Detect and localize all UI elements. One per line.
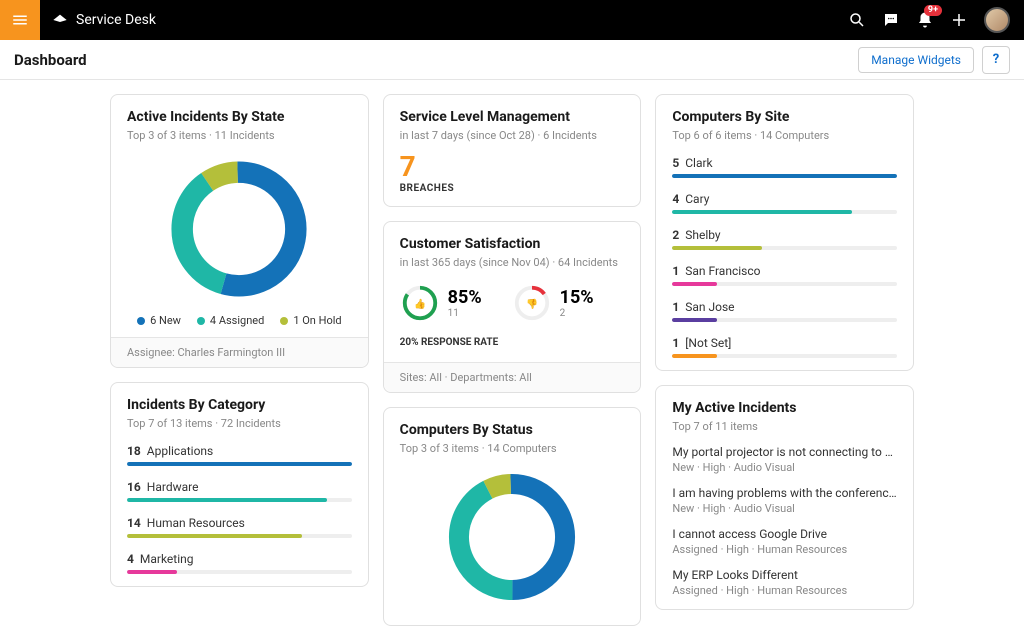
card-subtitle: Top 3 of 3 items · 11 Incidents — [127, 129, 352, 142]
bar-row[interactable]: 1San Jose — [672, 300, 897, 322]
bar-row[interactable]: 14Human Resources — [127, 516, 352, 538]
card-title: Customer Satisfaction — [400, 236, 625, 252]
legend-item: 4 Assigned — [197, 314, 264, 327]
csat-down-pct: 15% — [560, 287, 594, 308]
card-subtitle: Top 6 of 6 items · 14 Computers — [672, 129, 897, 142]
card-title: Computers By Status — [400, 422, 625, 438]
card-title: My Active Incidents — [672, 400, 897, 416]
avatar[interactable] — [984, 7, 1010, 33]
card-footer: Assignee: Charles Farmington III — [111, 337, 368, 367]
legend: 6 New 4 Assigned 1 On Hold — [127, 310, 352, 327]
chat-button[interactable] — [882, 11, 900, 29]
csat-up-pct: 85% — [448, 287, 482, 308]
legend-item: 1 On Hold — [280, 314, 341, 327]
add-button[interactable] — [950, 11, 968, 29]
column-3: Computers By Site Top 6 of 6 items · 14 … — [655, 94, 914, 640]
menu-button[interactable] — [0, 0, 40, 40]
chat-icon — [882, 11, 900, 29]
csat-negative: 👎 15% 2 — [512, 283, 594, 323]
svg-text:👍: 👍 — [414, 298, 426, 310]
page-title: Dashboard — [14, 51, 87, 69]
card-title: Active Incidents By State — [127, 109, 352, 125]
manage-widgets-button[interactable]: Manage Widgets — [858, 47, 974, 73]
bar-row[interactable]: 18Applications — [127, 444, 352, 466]
donut-chart-computers — [442, 467, 582, 607]
csat-rate: 20% RESPONSE RATE — [400, 331, 625, 352]
notifications-button[interactable]: 9+ — [916, 11, 934, 29]
bar-row[interactable]: 1San Francisco — [672, 264, 897, 286]
card-my-active-incidents: My Active Incidents Top 7 of 11 items My… — [655, 385, 914, 610]
card-title: Service Level Management — [400, 109, 625, 125]
card-csat: Customer Satisfaction in last 365 days (… — [383, 221, 642, 393]
card-slm: Service Level Management in last 7 days … — [383, 94, 642, 207]
incident-row[interactable]: My portal projector is not connecting to… — [672, 445, 897, 474]
slm-value: 7 — [400, 150, 625, 183]
card-subtitle: Top 7 of 13 items · 72 Incidents — [127, 417, 352, 430]
bar-row[interactable]: 2Shelby — [672, 228, 897, 250]
brand: Service Desk — [40, 12, 156, 28]
donut-chart-incidents — [164, 154, 314, 304]
bar-row[interactable]: 16Hardware — [127, 480, 352, 502]
topbar-actions: 9+ — [848, 7, 1024, 33]
brand-title: Service Desk — [76, 12, 156, 28]
incident-row[interactable]: I am having problems with the conference… — [672, 486, 897, 515]
card-subtitle: Top 3 of 3 items · 14 Computers — [400, 442, 625, 455]
column-1: Active Incidents By State Top 3 of 3 ite… — [110, 94, 369, 640]
card-computers-by-status: Computers By Status Top 3 of 3 items · 1… — [383, 407, 642, 626]
bar-row[interactable]: 1[Not Set] — [672, 336, 897, 358]
thumbs-up-ring: 👍 — [400, 283, 440, 323]
csat-positive: 👍 85% 11 — [400, 283, 482, 323]
subheader: Dashboard Manage Widgets ? — [0, 40, 1024, 80]
card-footer: Sites: All · Departments: All — [384, 362, 641, 392]
hamburger-icon — [11, 11, 29, 29]
card-computers-by-site: Computers By Site Top 6 of 6 items · 14 … — [655, 94, 914, 371]
card-active-incidents: Active Incidents By State Top 3 of 3 ite… — [110, 94, 369, 368]
incident-row[interactable]: My ERP Looks DifferentAssigned · High · … — [672, 568, 897, 597]
legend-item: 6 New — [137, 314, 181, 327]
notification-badge: 9+ — [924, 5, 942, 16]
bar-row[interactable]: 4Marketing — [127, 552, 352, 574]
help-button[interactable]: ? — [982, 46, 1010, 74]
brand-icon — [52, 12, 68, 28]
card-subtitle: in last 7 days (since Oct 28) · 6 Incide… — [400, 129, 625, 142]
card-incidents-by-category: Incidents By Category Top 7 of 13 items … — [110, 382, 369, 587]
csat-down-n: 2 — [560, 308, 594, 319]
incident-row[interactable]: I cannot access Google DriveAssigned · H… — [672, 527, 897, 556]
column-2: Service Level Management in last 7 days … — [383, 94, 642, 640]
card-subtitle: Top 7 of 11 items — [672, 420, 897, 433]
plus-icon — [950, 11, 968, 29]
card-title: Incidents By Category — [127, 397, 352, 413]
slm-label: BREACHES — [400, 183, 625, 194]
dashboard-board: Active Incidents By State Top 3 of 3 ite… — [0, 80, 1024, 640]
search-icon — [848, 11, 866, 29]
csat-up-n: 11 — [448, 308, 482, 319]
bar-row[interactable]: 5Clark — [672, 156, 897, 178]
topbar: Service Desk 9+ — [0, 0, 1024, 40]
card-title: Computers By Site — [672, 109, 897, 125]
card-subtitle: in last 365 days (since Nov 04) · 64 Inc… — [400, 256, 625, 269]
search-button[interactable] — [848, 11, 866, 29]
bar-row[interactable]: 4Cary — [672, 192, 897, 214]
thumbs-down-ring: 👎 — [512, 283, 552, 323]
svg-text:👎: 👎 — [526, 298, 538, 310]
